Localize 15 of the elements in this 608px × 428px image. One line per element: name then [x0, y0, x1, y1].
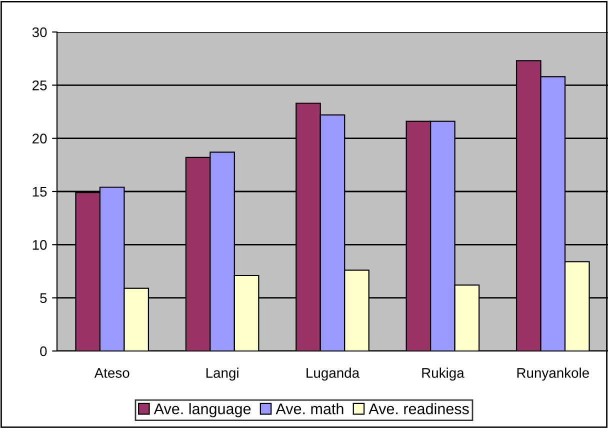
- legend-label: Ave. language: [154, 403, 251, 418]
- y-tick-label: 15: [32, 186, 47, 197]
- y-tick-label: 5: [40, 293, 47, 304]
- x-tick-label: Ateso: [94, 368, 130, 378]
- x-tick-label: Runyankole: [517, 368, 589, 381]
- y-tick-label: 0: [40, 346, 47, 356]
- y-tick-label: 10: [32, 240, 47, 250]
- x-tick-label: Rukiga: [422, 368, 464, 381]
- legend-label: Ave. math: [276, 403, 344, 414]
- x-tick-label: Luganda: [306, 368, 360, 381]
- y-tick-label: 25: [32, 80, 47, 90]
- x-tick-label: Langi: [206, 368, 238, 381]
- legend-label: Ave. readiness: [368, 403, 469, 414]
- y-tick-label: 30: [32, 27, 47, 38]
- y-tick-label: 20: [32, 134, 47, 144]
